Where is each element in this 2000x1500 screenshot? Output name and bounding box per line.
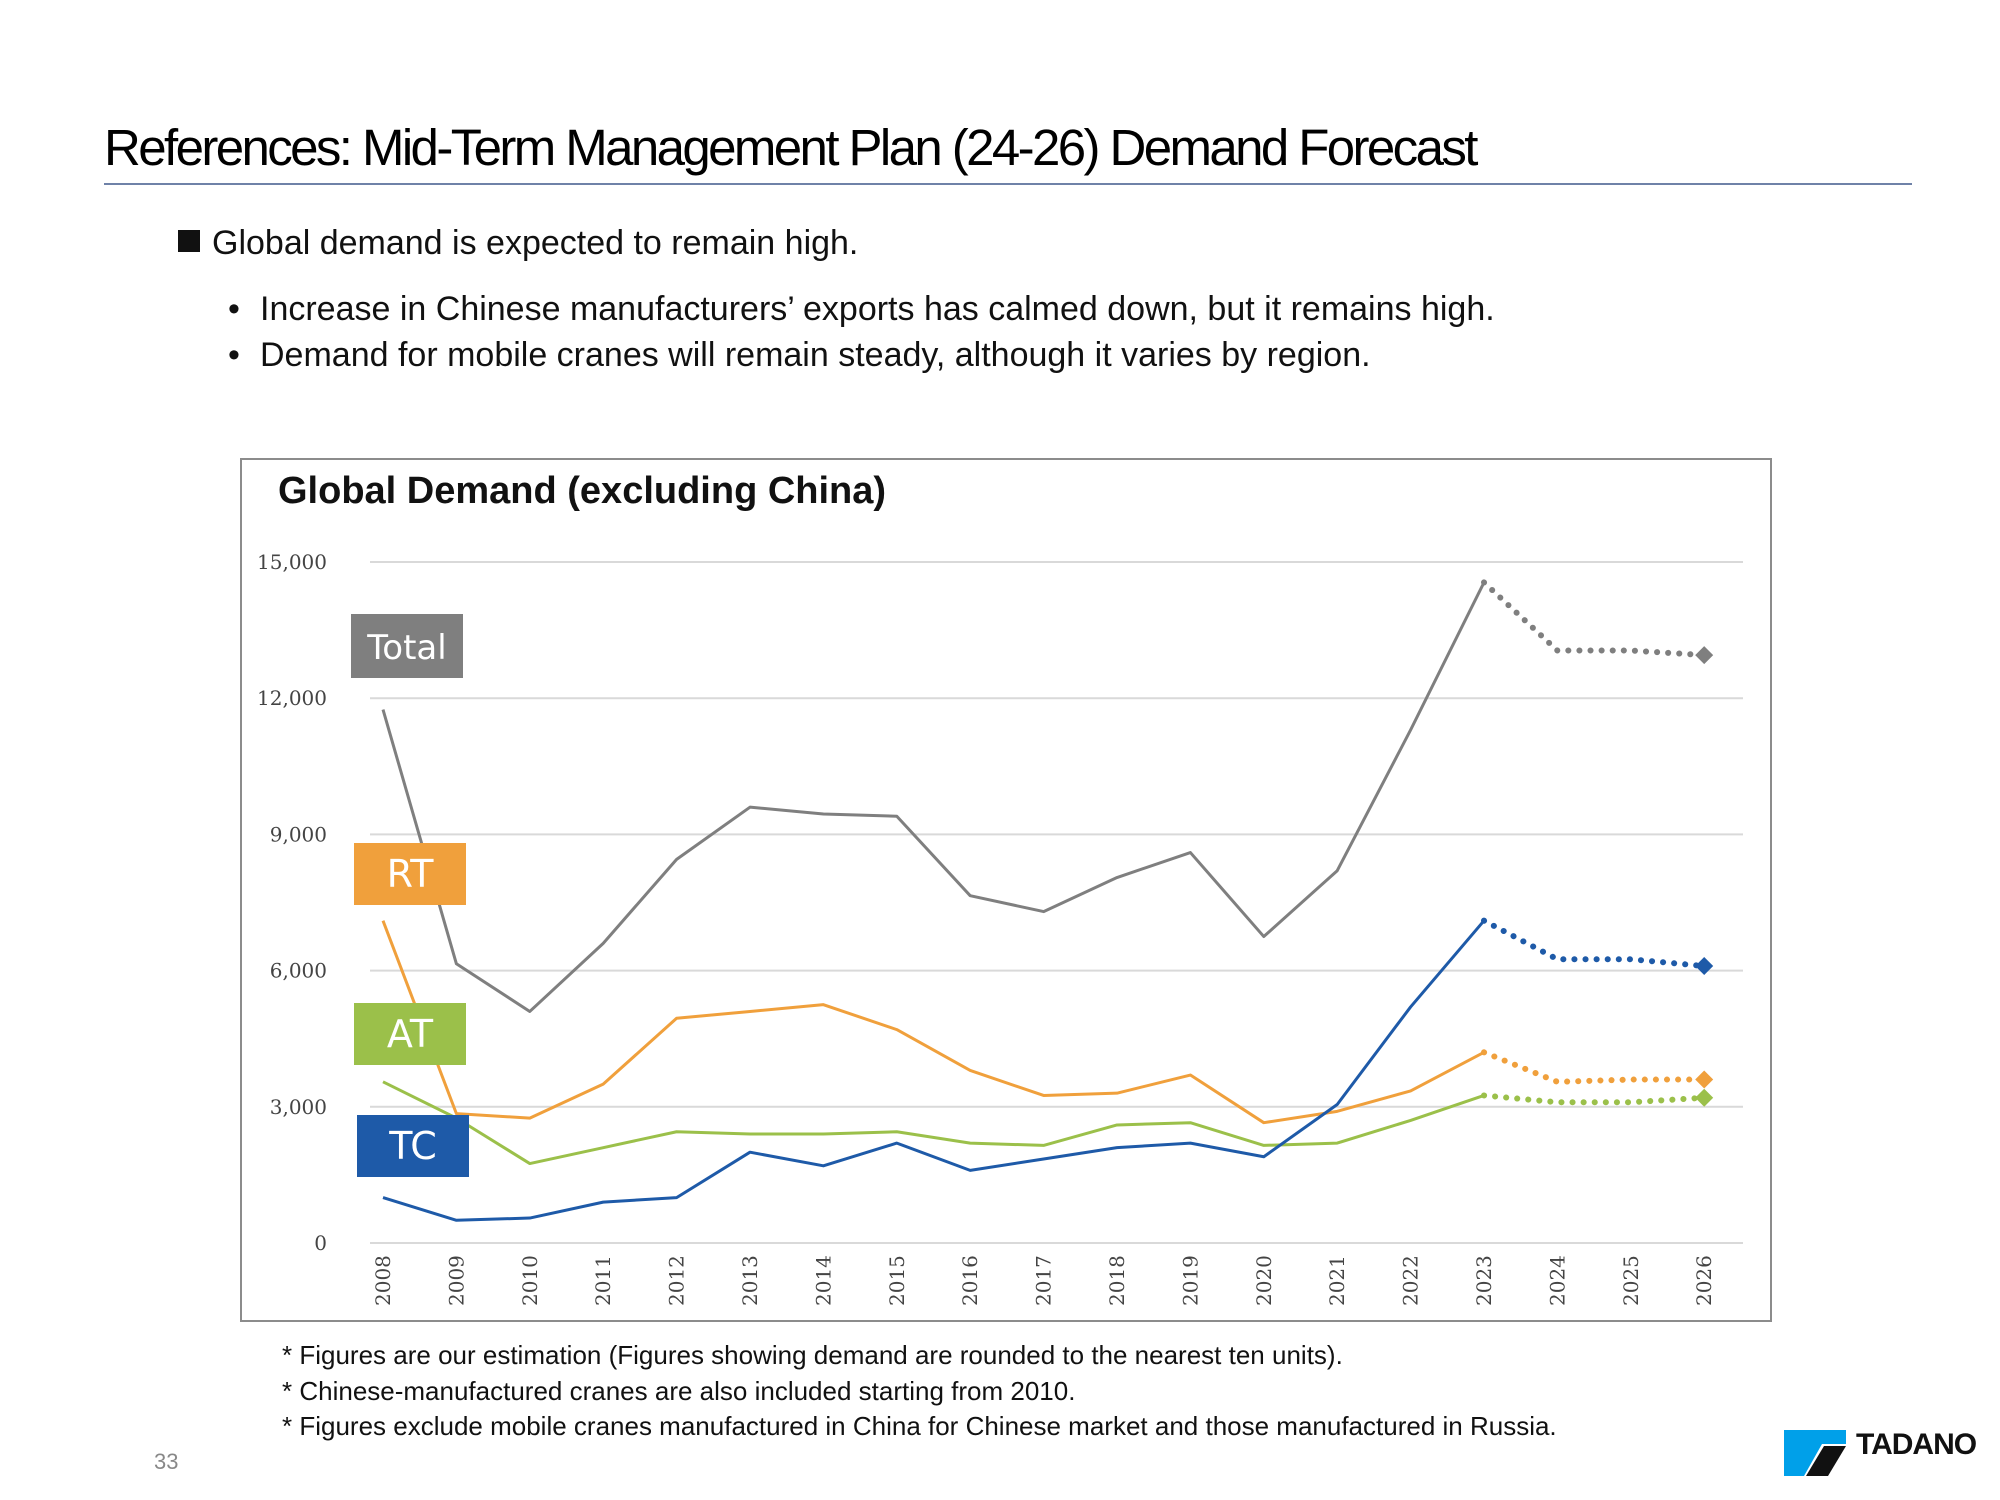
forecast-line-tc bbox=[1481, 917, 1708, 970]
y-tick-label: 12,000 bbox=[257, 686, 327, 710]
chart-frame bbox=[240, 458, 1772, 1322]
main-bullet: Global demand is expected to remain high… bbox=[178, 224, 858, 263]
end-marker-tc bbox=[1695, 957, 1714, 976]
x-tick-label: 2014 bbox=[811, 1255, 835, 1306]
title-divider bbox=[104, 183, 1912, 185]
sub-bullet-text: Increase in Chinese manufacturers’ expor… bbox=[260, 290, 1495, 328]
y-tick-label: 6,000 bbox=[270, 959, 327, 983]
sub-bullet: • Increase in Chinese manufacturers’ expo… bbox=[228, 290, 1495, 329]
legend-label: RT bbox=[387, 852, 435, 896]
x-tick-label: 2020 bbox=[1252, 1255, 1276, 1306]
legend-box-total bbox=[351, 614, 463, 678]
y-tick-label: 15,000 bbox=[257, 550, 327, 574]
end-marker-total bbox=[1695, 646, 1714, 665]
page-title: References: Mid-Term Management Plan (24… bbox=[104, 119, 1478, 176]
footnote: * Figures are our estimation (Figures sh… bbox=[282, 1340, 1343, 1370]
end-marker-at bbox=[1695, 1088, 1714, 1107]
x-tick-label: 2009 bbox=[444, 1255, 468, 1306]
legend-box-at bbox=[354, 1003, 466, 1065]
x-tick-label: 2017 bbox=[1032, 1255, 1056, 1306]
x-tick-label: 2016 bbox=[958, 1255, 982, 1306]
end-marker-rt bbox=[1695, 1070, 1714, 1089]
x-tick-label: 2011 bbox=[591, 1255, 615, 1306]
legend-label: Total bbox=[366, 628, 446, 668]
y-tick-label: 3,000 bbox=[270, 1095, 327, 1119]
legend-box-tc bbox=[357, 1115, 469, 1177]
sub-bullet-text: Demand for mobile cranes will remain ste… bbox=[260, 336, 1371, 374]
x-tick-label: 2026 bbox=[1692, 1255, 1716, 1306]
tadano-logo-text: TADANO bbox=[1856, 1428, 1977, 1461]
series-line-at bbox=[382, 1080, 1485, 1166]
square-bullet-icon bbox=[178, 230, 200, 252]
x-tick-label: 2008 bbox=[371, 1255, 395, 1306]
series-line-tc bbox=[382, 919, 1486, 1222]
y-tick-label: 9,000 bbox=[270, 822, 327, 846]
sub-bullet: • Demand for mobile cranes will remain st… bbox=[228, 336, 1371, 375]
series-line-rt bbox=[381, 920, 1485, 1125]
x-tick-label: 2013 bbox=[738, 1255, 762, 1306]
x-tick-label: 2015 bbox=[885, 1255, 909, 1306]
forecast-line-rt bbox=[1481, 1049, 1708, 1085]
footnote: * Chinese-manufactured cranes are also i… bbox=[282, 1376, 1076, 1406]
dot-bullet-icon: • bbox=[228, 336, 240, 374]
series-line-total bbox=[381, 581, 1486, 1013]
forecast-line-total bbox=[1481, 579, 1708, 659]
legend-box-rt bbox=[354, 843, 466, 905]
x-tick-label: 2018 bbox=[1105, 1255, 1129, 1306]
y-tick-label: 0 bbox=[314, 1231, 327, 1255]
footnote: * Figures exclude mobile cranes manufact… bbox=[282, 1411, 1557, 1441]
x-tick-label: 2019 bbox=[1178, 1255, 1202, 1306]
forecast-line-at bbox=[1481, 1092, 1708, 1106]
x-tick-label: 2012 bbox=[665, 1255, 689, 1306]
x-tick-label: 2023 bbox=[1472, 1255, 1496, 1306]
x-tick-label: 2024 bbox=[1545, 1255, 1569, 1306]
x-tick-label: 2022 bbox=[1399, 1255, 1423, 1306]
legend-label: TC bbox=[388, 1124, 437, 1168]
dot-bullet-icon: • bbox=[228, 290, 240, 328]
page-number: 33 bbox=[154, 1449, 179, 1474]
x-tick-label: 2010 bbox=[518, 1255, 542, 1306]
x-tick-label: 2021 bbox=[1325, 1255, 1349, 1306]
chart-title: Global Demand (excluding China) bbox=[278, 470, 887, 512]
x-tick-label: 2025 bbox=[1619, 1255, 1643, 1306]
legend-label: AT bbox=[387, 1012, 434, 1056]
tadano-logo-icon bbox=[1784, 1430, 1846, 1476]
main-bullet-text: Global demand is expected to remain high… bbox=[212, 224, 859, 262]
